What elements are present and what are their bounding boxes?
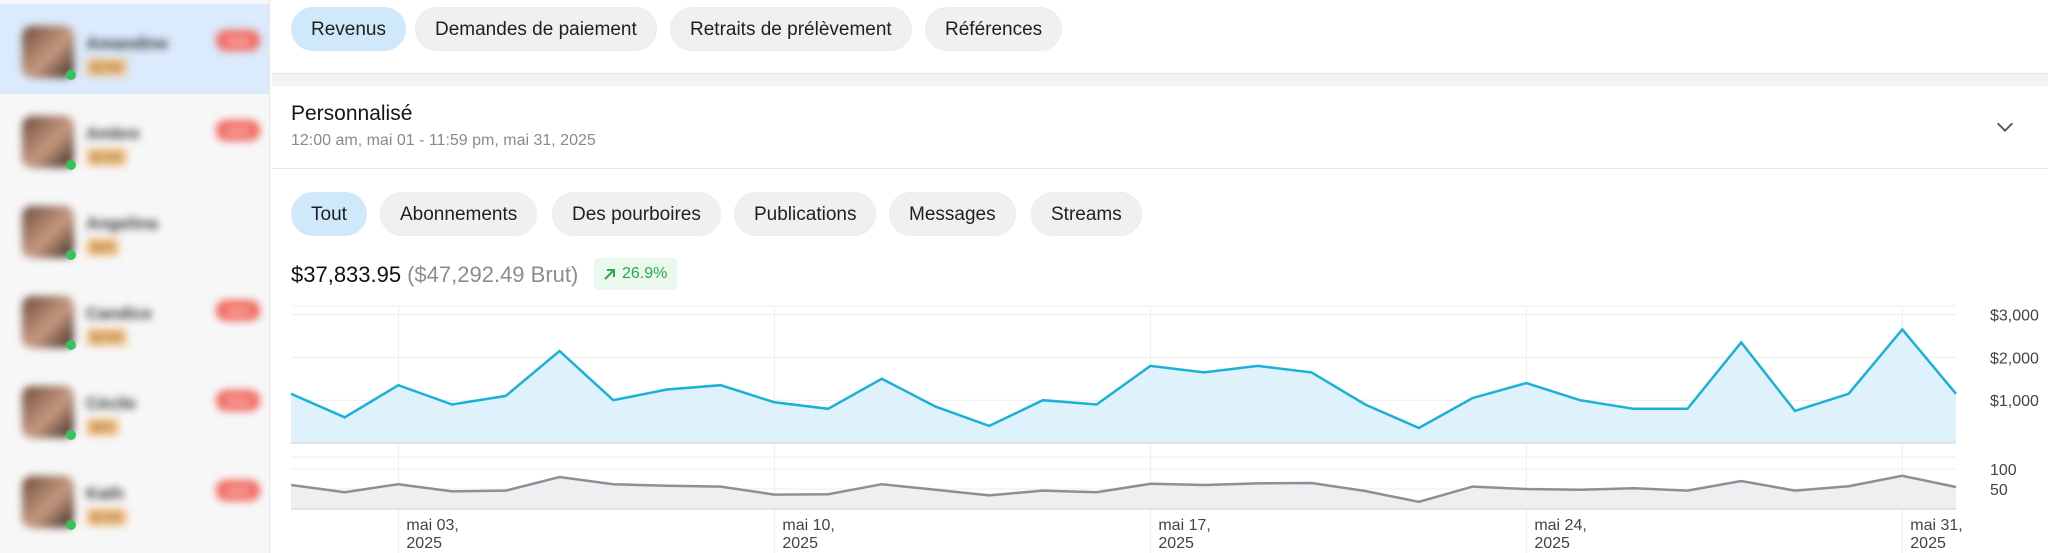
- x-tick-label: mai 24,: [1534, 517, 1586, 534]
- filter-tab-3[interactable]: Publications: [734, 192, 877, 236]
- online-status-dot: [66, 520, 76, 530]
- user-price: $299: [86, 328, 128, 346]
- earnings-card: Personnalisé 12:00 am, mai 01 - 11:59 pm…: [272, 86, 2048, 553]
- total-gross: ($47,292.49 Brut): [407, 262, 579, 287]
- user-name: Amandine: [86, 34, 169, 53]
- sub-series-line: [291, 474, 1957, 504]
- online-status-dot: [66, 160, 76, 170]
- user-name: Candice: [86, 304, 153, 323]
- online-status-dot: [66, 250, 76, 260]
- filter-tab-5[interactable]: Streams: [1031, 192, 1142, 236]
- period-range: 12:00 am, mai 01 - 11:59 pm, mai 31, 202…: [291, 132, 596, 149]
- chat-sidebar: Amandine $299 new Ambre $299 new Angelina $65 Ca…: [0, 0, 270, 553]
- avatar: [22, 26, 74, 78]
- tab-1[interactable]: Demandes de paiement: [415, 7, 657, 51]
- y-tick-label: $2,000: [1990, 350, 2039, 367]
- tab-0[interactable]: Revenus: [291, 7, 406, 51]
- online-status-dot: [66, 340, 76, 350]
- x-tick-label-year: 2025: [406, 535, 442, 552]
- chat-list-item[interactable]: Cécile $65 new: [0, 364, 269, 454]
- tab-2[interactable]: Retraits de prélèvement: [670, 7, 912, 51]
- user-name: Ambre: [86, 124, 140, 143]
- unread-badge: new: [216, 120, 260, 141]
- tab-3[interactable]: Références: [925, 7, 1063, 51]
- x-tick-label: mai 17,: [1158, 517, 1210, 534]
- unread-badge: new: [216, 390, 260, 411]
- user-price: $65: [86, 238, 120, 256]
- chat-list-item[interactable]: Kath $299 new: [0, 454, 269, 544]
- filter-tab-1[interactable]: Abonnements: [380, 192, 538, 236]
- x-tick-label: mai 10,: [782, 517, 834, 534]
- sub-series-area: [291, 475, 1956, 509]
- avatar: [22, 296, 74, 348]
- online-status-dot: [66, 430, 76, 440]
- unread-badge: new: [216, 30, 260, 51]
- x-tick-label-year: 2025: [782, 535, 818, 552]
- earnings-totals: $37,833.95 ($47,292.49 Brut): [291, 262, 578, 288]
- x-tick-label: mai 03,: [406, 517, 458, 534]
- user-price: $299: [86, 508, 128, 526]
- trend-value: 26.9%: [622, 265, 668, 282]
- x-tick-label-year: 2025: [1910, 535, 1946, 552]
- unread-badge: new: [216, 480, 260, 501]
- sub-y-tick-label: 100: [1990, 462, 2017, 479]
- y-tick-label: $3,000: [1990, 308, 2039, 325]
- chat-list-item[interactable]: Ambre $299 new: [0, 94, 269, 184]
- avatar: [22, 386, 74, 438]
- user-price: $299: [86, 148, 128, 166]
- user-name: Cécile: [86, 394, 137, 413]
- filter-tab-2[interactable]: Des pourboires: [552, 192, 721, 236]
- period-title: Personnalisé: [291, 102, 413, 125]
- filter-tab-0[interactable]: Tout: [291, 192, 367, 236]
- statements-tabs: Revenus Demandes de paiement Retraits de p…: [272, 0, 2048, 74]
- sub-y-tick-label: 50: [1990, 482, 2008, 499]
- filter-tab-4[interactable]: Messages: [889, 192, 1016, 236]
- x-tick-label-year: 2025: [1158, 535, 1194, 552]
- online-status-dot: [66, 70, 76, 80]
- user-name: Kath: [86, 484, 124, 503]
- chat-list-item[interactable]: Amandine $299 new: [0, 4, 269, 94]
- x-tick-label-year: 2025: [1534, 535, 1570, 552]
- arrow-up-right-icon: [604, 268, 615, 280]
- series-line: [291, 327, 1957, 430]
- x-tick-label: mai 31,: [1910, 517, 1962, 534]
- chat-list-item[interactable]: Candice $299 new: [0, 274, 269, 364]
- avatar: [22, 476, 74, 528]
- total-net: $37,833.95: [291, 262, 402, 287]
- chat-list-item[interactable]: Angelina $65: [0, 184, 269, 274]
- y-tick-label: $1,000: [1990, 393, 2039, 410]
- avatar: [22, 116, 74, 168]
- user-name: Angelina: [86, 214, 158, 233]
- trend-badge: 26.9%: [594, 258, 678, 290]
- divider: [272, 168, 2048, 169]
- user-price: $65: [86, 418, 120, 436]
- user-price: $299: [86, 58, 128, 76]
- chevron-down-icon[interactable]: [1994, 116, 2016, 138]
- main-area: Revenus Demandes de paiement Retraits de p…: [272, 0, 2048, 553]
- avatar: [22, 206, 74, 258]
- unread-badge: new: [216, 300, 260, 321]
